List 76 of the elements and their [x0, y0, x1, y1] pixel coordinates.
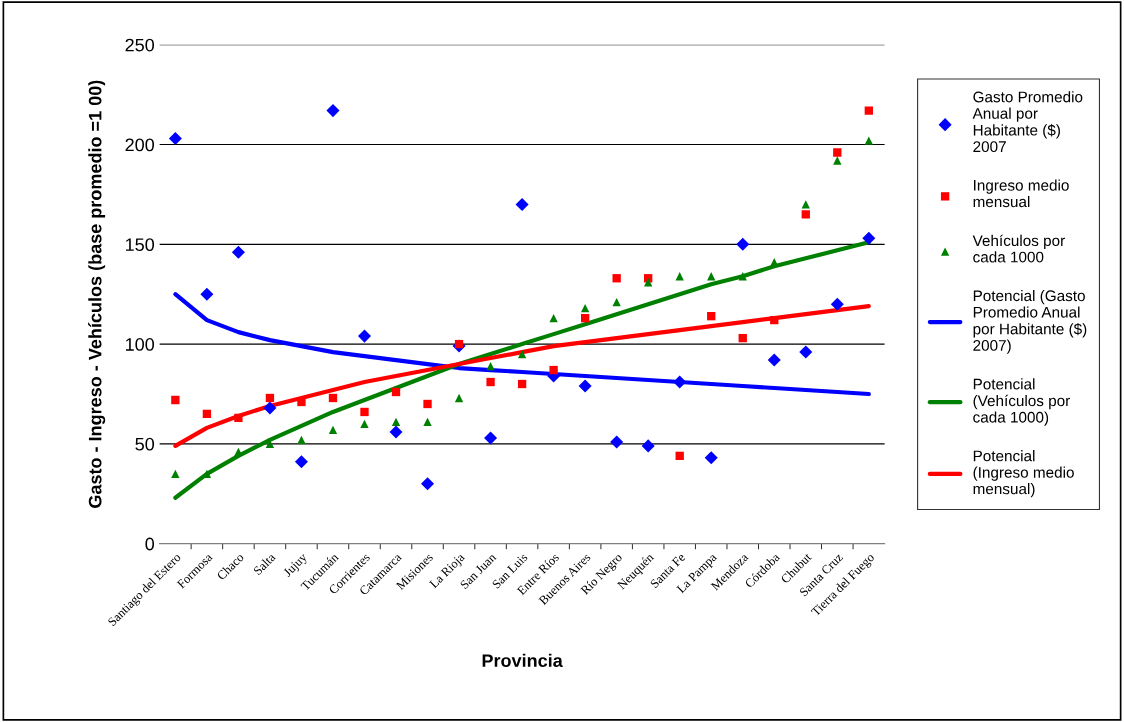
point — [454, 339, 464, 349]
point — [612, 274, 621, 283]
point — [517, 349, 527, 359]
legend-label: Potencial (Ingreso medio mensual) — [973, 450, 1074, 498]
y-axis-title: Gasto - Ingreso - Vehículos (base promedio =1 00) — [88, 80, 106, 508]
point — [864, 136, 873, 145]
x-tick-label: Salta — [252, 552, 277, 576]
point — [297, 435, 306, 445]
point — [833, 156, 842, 165]
point — [265, 393, 275, 403]
point — [578, 379, 592, 393]
point — [328, 425, 338, 435]
y-tick-label: 200 — [125, 138, 155, 152]
point — [610, 435, 624, 449]
point — [263, 401, 277, 415]
point — [767, 353, 781, 367]
point — [517, 379, 527, 389]
point — [454, 393, 464, 403]
point — [421, 477, 435, 491]
legend-label: Vehículos por cada 1000 — [972, 234, 1065, 263]
point — [328, 393, 338, 403]
point — [580, 314, 590, 323]
point — [738, 333, 747, 343]
point — [389, 425, 403, 439]
legend-label: Potencial (Gasto Promedio Anual por Habitante ($) 2007) — [973, 289, 1087, 354]
point — [580, 304, 590, 313]
point — [864, 106, 873, 115]
point — [234, 413, 243, 423]
point — [171, 395, 180, 405]
point — [833, 148, 842, 157]
y-tick-label: 0 — [145, 537, 155, 551]
y-tick-label: 250 — [125, 38, 155, 52]
legend-label: Potencial (Vehículos por cada 1000) — [973, 378, 1071, 426]
point — [202, 409, 212, 419]
point — [641, 439, 655, 453]
point — [486, 361, 495, 371]
x-axis-title: Provincia — [482, 653, 563, 668]
point — [294, 455, 308, 469]
point — [862, 231, 876, 245]
point — [704, 451, 718, 465]
point — [644, 278, 653, 287]
point — [673, 375, 687, 389]
point — [391, 387, 401, 397]
point — [423, 399, 432, 409]
point — [549, 314, 558, 323]
y-tick-label: 150 — [126, 238, 155, 252]
point — [171, 469, 180, 478]
y-tick-label: 100 — [126, 338, 155, 351]
point — [360, 407, 369, 417]
point — [360, 419, 369, 429]
point — [707, 272, 716, 281]
point — [675, 451, 684, 461]
line-series — [173, 292, 871, 397]
point — [801, 200, 810, 209]
point — [357, 329, 372, 343]
point — [515, 197, 529, 211]
point — [801, 210, 810, 219]
point — [200, 287, 214, 301]
point — [612, 298, 621, 307]
point — [549, 365, 558, 375]
point — [484, 431, 498, 445]
point — [486, 377, 495, 387]
point — [830, 297, 844, 311]
y-tick-label: 50 — [135, 437, 155, 451]
point — [168, 132, 182, 146]
point — [326, 104, 340, 118]
legend-label: Ingreso medio mensual — [973, 179, 1069, 208]
point — [770, 315, 779, 325]
point — [675, 272, 684, 281]
legend-label: Gasto Promedio Anual por Habitante ($) 2007 — [972, 91, 1083, 153]
point — [736, 237, 750, 251]
point — [423, 417, 432, 427]
point — [391, 417, 401, 427]
point — [799, 345, 813, 359]
point — [707, 312, 716, 321]
point — [231, 245, 245, 259]
